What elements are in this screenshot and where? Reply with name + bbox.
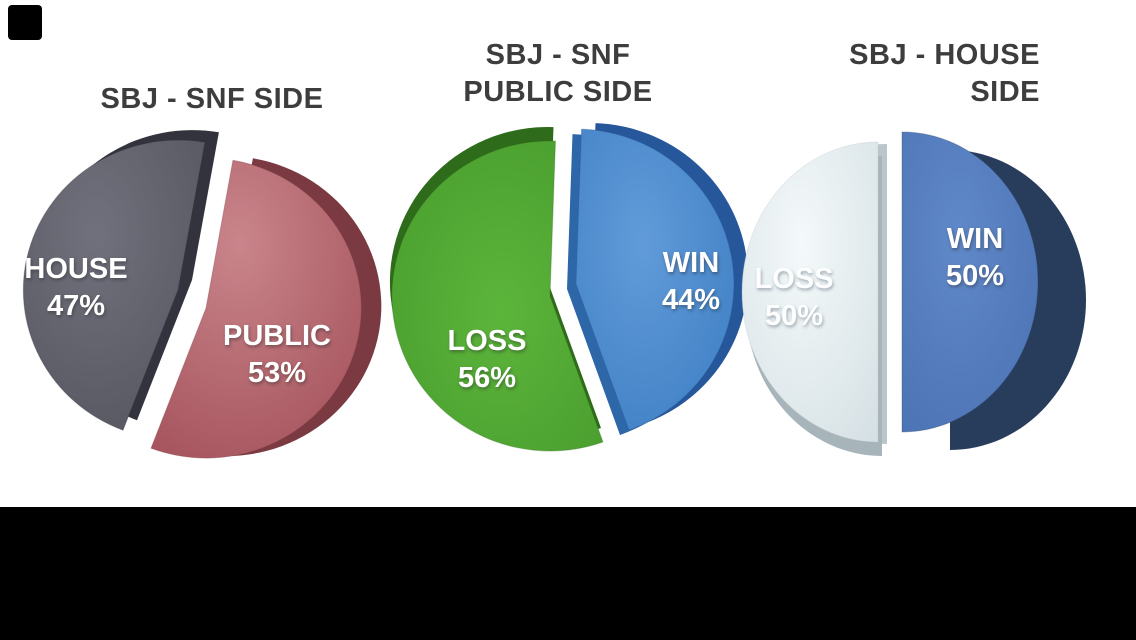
pie-snf-side (22, 130, 382, 459)
chart3-title-line2: SIDE (970, 76, 1040, 108)
slice-percent: 44% (661, 284, 721, 316)
slice-percent: 47% (46, 290, 106, 322)
chart2-title-line2: PUBLIC SIDE (463, 76, 653, 108)
slice-name: WIN (946, 223, 1004, 255)
slice-percent: 50% (945, 260, 1005, 292)
letterbox-bar (0, 507, 1136, 640)
slice-label-win: WIN 44% (662, 245, 720, 319)
slice-label-win: WIN 50% (946, 221, 1004, 295)
slice-name: LOSS (754, 263, 834, 295)
slice-label-house: HOUSE 47% (24, 251, 127, 325)
slice-name: WIN (662, 247, 720, 279)
chart3-title: SBJ - HOUSE SIDE (800, 37, 1040, 111)
slice-name: HOUSE (24, 253, 128, 285)
chart2-title-line1: SBJ - SNF (485, 39, 631, 71)
pie-snf-public-side (389, 123, 748, 452)
slice-name: PUBLIC (223, 320, 331, 352)
slice-percent: 53% (247, 357, 307, 389)
pie-house-side (741, 131, 1086, 456)
slice-percent: 50% (764, 300, 824, 332)
slice-label-loss: LOSS 50% (755, 261, 834, 335)
slice-name: LOSS (447, 325, 527, 357)
chart1-title: SBJ - SNF SIDE (89, 81, 335, 118)
slice-percent: 56% (457, 362, 517, 394)
slice-label-public: PUBLIC 53% (223, 318, 331, 392)
chart2-title: SBJ - SNF PUBLIC SIDE (428, 37, 688, 111)
chart3-title-line1: SBJ - HOUSE (849, 39, 1040, 71)
slice-label-loss: LOSS 56% (448, 323, 527, 397)
chart1-title-line: SBJ - SNF SIDE (100, 83, 324, 115)
top-left-black-mark (8, 5, 42, 40)
